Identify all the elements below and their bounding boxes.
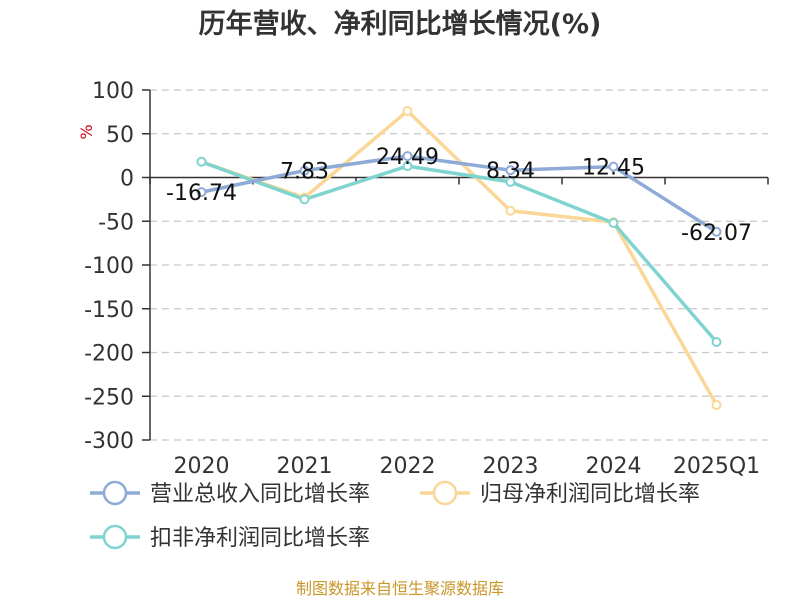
x-tick-label: 2022: [380, 454, 436, 479]
legend-item: 营业总收入同比增长率: [90, 480, 370, 507]
series-point-0: [608, 161, 619, 172]
y-tick-labels: 100 50 0 -50 -100 -150 -200 -250 -300: [84, 79, 134, 454]
y-axis-label: %: [77, 124, 96, 139]
series-point-2: [608, 218, 619, 228]
data-label: 24.49: [376, 145, 439, 170]
data-label: 12.45: [582, 156, 645, 181]
y-tick-label: -100: [84, 254, 134, 279]
data-labels: -16.74 7.83 24.49 8.34 12.45 -62.07: [166, 145, 752, 246]
x-tick-label: 2020: [174, 454, 230, 479]
x-tick-labels: 2020 2021 2022 2023 2024 2025Q1: [174, 454, 761, 479]
x-tick-label: 2023: [483, 454, 539, 479]
y-tick-label: 100: [92, 79, 134, 104]
series-point-2: [299, 194, 310, 205]
axes: [142, 89, 769, 441]
series-point-1: [711, 400, 722, 410]
series-point-2: [196, 156, 207, 167]
x-tick-label: 2024: [586, 454, 642, 479]
data-label: 7.83: [280, 160, 329, 185]
y-tick-label: 0: [120, 167, 134, 192]
legend-label: 扣非净利润同比增长率: [150, 526, 370, 551]
legend-label: 归母净利润同比增长率: [480, 482, 700, 507]
series-point-1: [402, 106, 413, 116]
legend-marker: [432, 480, 458, 506]
legend-label: 营业总收入同比增长率: [150, 482, 370, 507]
legend-marker: [102, 524, 128, 550]
series-points: [196, 106, 722, 410]
grid-lines: [150, 89, 768, 441]
y-tick-label: -250: [84, 385, 134, 410]
legend-item: 扣非净利润同比增长率: [90, 524, 370, 551]
y-tick-label: -150: [84, 298, 134, 323]
x-tick-label: 2021: [277, 454, 333, 479]
series-point-0: [196, 187, 207, 198]
y-tick-label: -200: [84, 342, 134, 367]
series-point-0: [711, 226, 722, 237]
series-point-2: [505, 176, 516, 187]
series-point-2: [711, 337, 722, 347]
data-label: -16.74: [166, 181, 237, 206]
data-label: 8.34: [486, 159, 535, 184]
series-point-2: [402, 161, 413, 172]
series-lines: [200, 109, 719, 406]
source-note: 制图数据来自恒生聚源数据库: [296, 579, 504, 598]
y-tick-label: -300: [84, 429, 134, 454]
series-line-2: [200, 160, 718, 344]
series-point-0: [402, 151, 413, 162]
y-tick-label: 50: [106, 123, 134, 148]
series-point-0: [299, 165, 310, 176]
data-label: -62.07: [681, 221, 752, 246]
legend-item: 归母净利润同比增长率: [420, 480, 700, 507]
y-tick-label: -50: [98, 210, 134, 235]
x-tick-label: 2025Q1: [673, 454, 760, 479]
series-line-0: [201, 154, 718, 234]
series-point-0: [505, 165, 516, 176]
chart-title: 历年营收、净利同比增长情况(%): [199, 8, 602, 40]
legend-marker: [102, 480, 128, 506]
series-point-1: [505, 205, 516, 216]
